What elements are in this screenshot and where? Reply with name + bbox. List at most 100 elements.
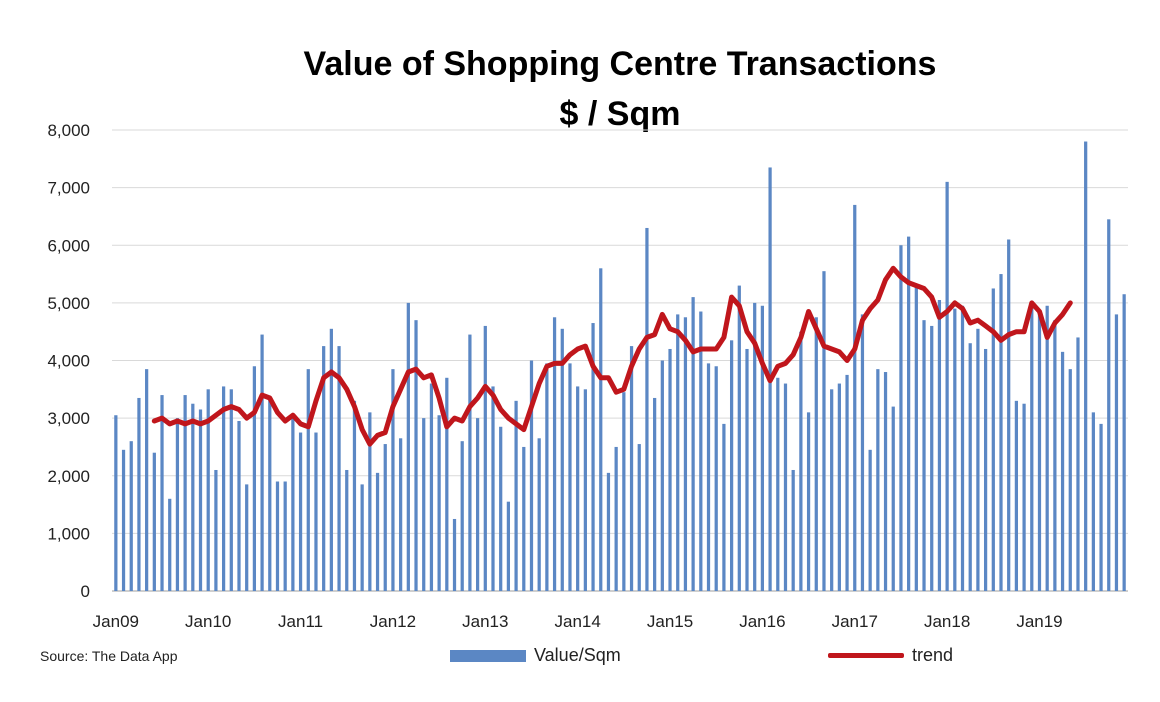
bar [876,369,880,591]
bar [1114,314,1119,591]
bar [583,389,587,591]
x-tick-label: Jan15 [647,612,693,631]
bar [1030,308,1034,591]
bar [121,449,126,591]
bar [699,311,703,591]
bar [291,418,295,591]
bar [1053,320,1057,591]
bar [206,389,210,591]
x-tick-label: Jan09 [93,612,139,631]
bar [776,377,780,591]
bar [329,328,333,591]
bar [229,389,233,591]
bar [1091,412,1095,591]
bar [745,348,749,591]
bar [599,268,603,591]
chart-subtitle: $ / Sqm [559,95,681,133]
trend-line [151,265,1073,447]
y-tick-label: 8,000 [47,121,90,140]
bar [991,288,995,591]
bar [198,409,203,591]
bar [899,245,903,591]
x-tick-label: Jan17 [832,612,878,631]
bar-series-value-sqm [114,141,1126,592]
bar [722,423,726,591]
bar [653,397,657,591]
bar [814,317,818,591]
y-tick-label: 7,000 [47,179,90,198]
bar [883,372,888,591]
bar [614,446,618,591]
x-tick-label: Jan13 [462,612,508,631]
bar [753,302,757,591]
bar [1076,337,1080,591]
bar [245,484,249,591]
bar [545,363,549,591]
bar [506,501,511,591]
y-tick-label: 3,000 [47,409,90,428]
legend-item-trend: trend [828,645,953,666]
gridlines [112,129,1128,592]
bar [830,389,834,591]
bar [760,305,765,591]
x-tick-label: Jan16 [739,612,785,631]
bar [368,412,372,591]
bar [676,314,680,591]
bar [622,392,626,591]
y-tick-label: 1,000 [47,524,90,543]
bar [922,320,926,591]
bar [907,236,911,591]
bar [1037,311,1042,591]
bar [237,421,241,591]
bar [345,469,349,591]
y-tick-label: 4,000 [47,352,90,371]
bar [214,469,218,591]
bar [606,472,611,591]
bar [414,320,418,591]
bar [822,271,826,591]
bar [529,360,534,591]
bar [337,346,341,591]
bar [460,441,464,591]
bar [714,366,718,591]
bar [191,403,195,591]
bar [468,334,472,591]
bar [1060,351,1065,591]
x-tick-label: Jan18 [924,612,970,631]
x-tick-label: Jan19 [1016,612,1062,631]
bar [183,395,187,591]
bar [1068,369,1072,591]
bar [706,363,711,591]
bar [437,415,441,591]
bar [914,285,918,591]
bar [645,227,649,591]
bar [999,274,1003,591]
bar [691,297,695,591]
bar [114,415,118,591]
bar [391,369,395,591]
bar [937,299,942,591]
bar [1007,239,1011,592]
legend-label-trend: trend [912,645,954,665]
bar [737,285,741,591]
bar [868,449,872,591]
legend-item-value-sqm: Value/Sqm [450,645,621,666]
bar [1045,305,1049,591]
bar [445,377,449,591]
bar [475,418,480,591]
bar [799,331,803,591]
x-tick-label: Jan12 [370,612,416,631]
bar [960,305,965,591]
legend-swatch-bar [450,649,526,662]
bar [168,498,172,591]
bar [375,472,380,591]
bar [483,325,487,591]
bar [568,363,572,591]
bar [683,317,688,591]
bar [314,432,318,591]
bar [891,406,895,591]
bar [452,518,457,591]
bar [845,374,849,591]
bar [1022,403,1026,591]
